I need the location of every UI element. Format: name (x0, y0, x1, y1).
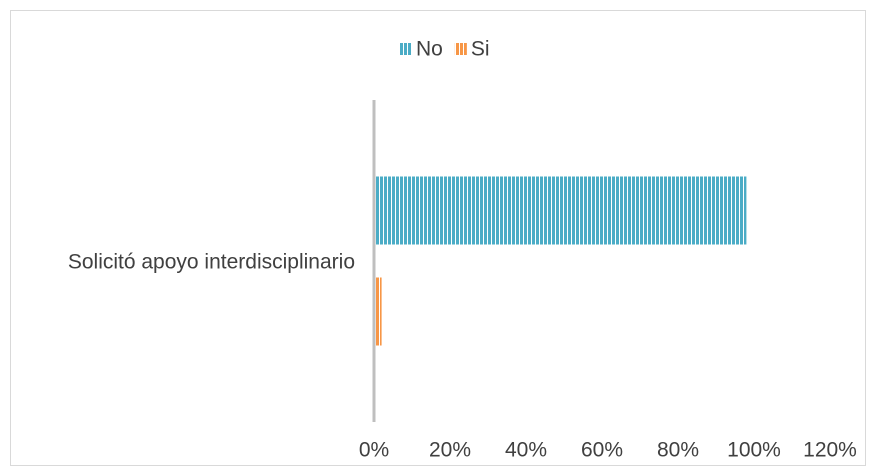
x-tick-label: 0% (359, 439, 389, 462)
legend-label: Si (471, 38, 490, 61)
x-tick-label: 60% (581, 439, 623, 462)
x-tick-label: 120% (803, 439, 857, 462)
bar (374, 176, 747, 245)
x-tick-label: 100% (727, 439, 781, 462)
x-tick-label: 80% (657, 439, 699, 462)
y-tick-label: Solicitó apoyo interdisciplinario (68, 251, 355, 274)
x-tick-label: 20% (429, 439, 471, 462)
legend-label: No (416, 38, 443, 61)
x-tick-label: 40% (505, 439, 547, 462)
bar (374, 277, 382, 346)
legend-swatch (400, 43, 412, 55)
legend-swatch (454, 43, 467, 55)
